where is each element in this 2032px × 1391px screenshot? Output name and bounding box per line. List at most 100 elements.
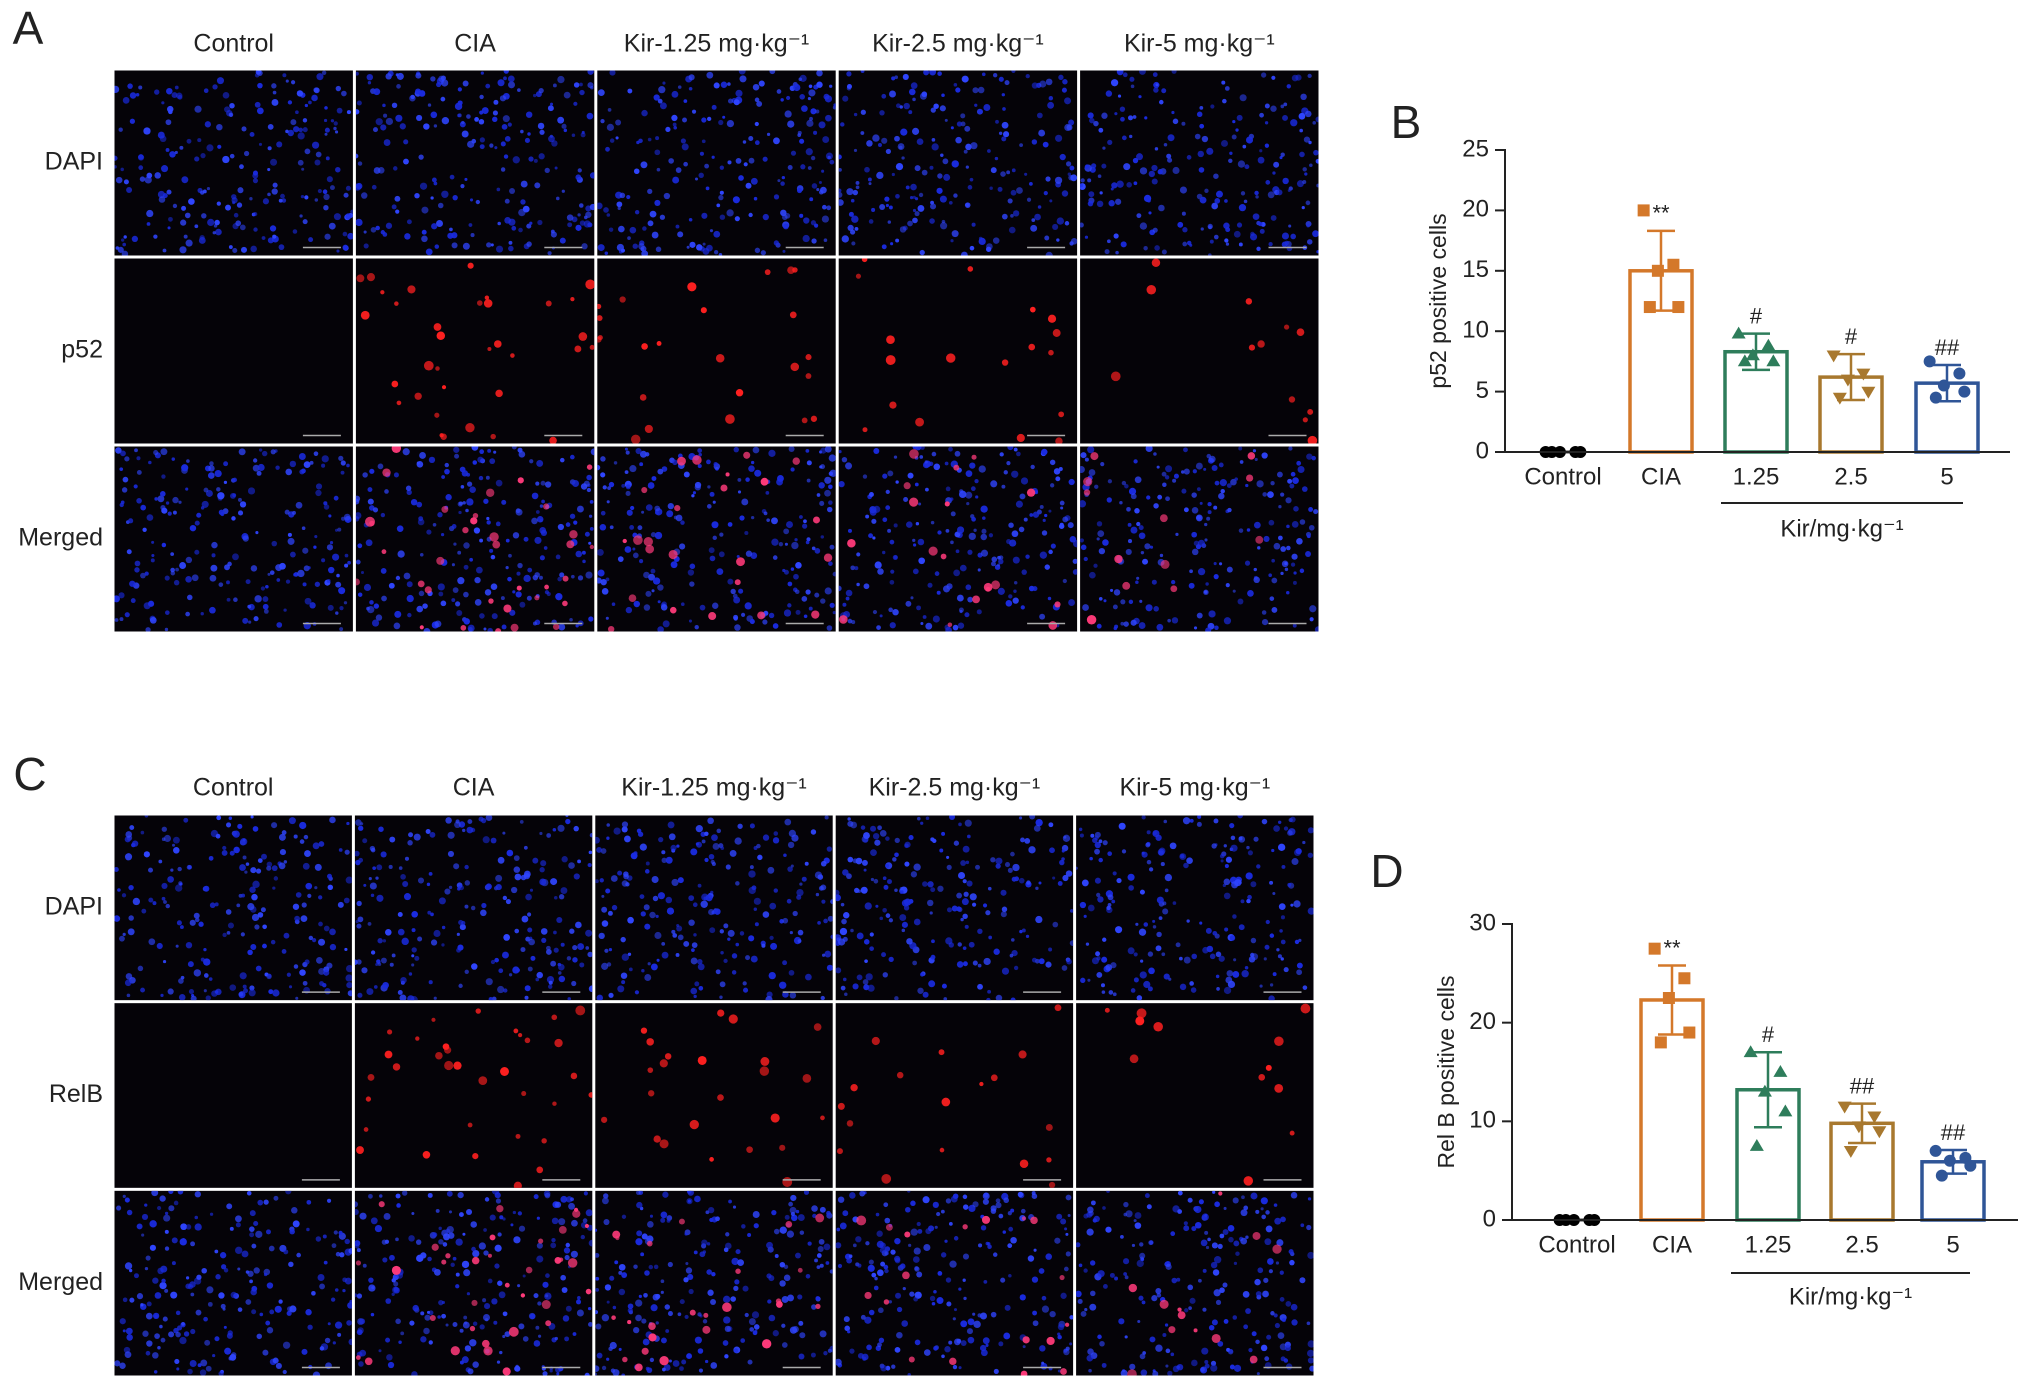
- nucleus: [158, 196, 166, 203]
- nucleus: [1202, 1307, 1207, 1312]
- nucleus: [460, 184, 465, 189]
- nucleus: [650, 963, 658, 971]
- nucleus: [786, 898, 792, 904]
- nucleus: [1144, 543, 1151, 550]
- nucleus: [1243, 1205, 1249, 1211]
- nucleus: [972, 87, 979, 94]
- nucleus: [1131, 1243, 1136, 1248]
- positive-cell: [510, 353, 515, 358]
- nucleus: [1196, 821, 1202, 827]
- nucleus: [1181, 121, 1186, 126]
- nucleus: [411, 1211, 415, 1215]
- nucleus: [323, 1260, 328, 1265]
- nucleus: [899, 105, 903, 109]
- nucleus: [118, 127, 123, 132]
- nucleus: [356, 1248, 361, 1253]
- positive-cell: [670, 606, 677, 614]
- nucleus: [1277, 820, 1282, 824]
- nucleus: [1270, 105, 1277, 112]
- nucleus: [977, 983, 983, 990]
- nucleus: [925, 487, 929, 492]
- nucleus: [272, 234, 277, 239]
- nucleus: [675, 514, 683, 522]
- row-label: Merged: [18, 524, 103, 552]
- nucleus: [1226, 566, 1233, 573]
- micrograph: [114, 1003, 352, 1188]
- nucleus: [1100, 462, 1105, 467]
- nucleus: [437, 202, 444, 209]
- nucleus: [1270, 215, 1277, 221]
- nucleus: [1080, 1311, 1087, 1317]
- nucleus: [376, 864, 383, 871]
- positive-cell: [520, 1293, 526, 1298]
- nucleus: [1191, 1359, 1198, 1367]
- nucleus: [641, 968, 645, 973]
- nucleus: [556, 917, 563, 924]
- nucleus: [365, 539, 373, 547]
- nucleus: [748, 212, 753, 218]
- nucleus: [214, 1336, 220, 1342]
- nucleus: [963, 891, 969, 897]
- nucleus: [908, 1243, 912, 1247]
- nucleus: [324, 233, 331, 240]
- nucleus: [1163, 973, 1170, 980]
- nucleus: [829, 84, 833, 88]
- nucleus: [1094, 848, 1100, 855]
- nucleus: [1118, 1318, 1125, 1325]
- nucleus: [908, 110, 913, 115]
- nucleus: [975, 495, 979, 499]
- nucleus: [479, 94, 484, 100]
- nucleus: [142, 527, 147, 532]
- nucleus: [253, 616, 259, 622]
- nucleus: [1263, 535, 1270, 542]
- nucleus: [829, 159, 835, 165]
- nucleus: [1282, 114, 1288, 121]
- nucleus: [651, 231, 659, 239]
- positive-cell: [541, 1138, 547, 1144]
- nucleus: [1292, 623, 1297, 628]
- nucleus: [1067, 522, 1074, 529]
- nucleus: [462, 1232, 466, 1236]
- nucleus: [502, 1311, 508, 1317]
- nucleus: [1233, 958, 1237, 962]
- nucleus: [733, 99, 740, 106]
- nucleus: [1233, 230, 1241, 238]
- nucleus: [1141, 815, 1146, 820]
- nucleus: [922, 881, 928, 887]
- nucleus: [679, 1299, 685, 1305]
- nucleus: [1279, 156, 1283, 160]
- nucleus: [888, 1300, 893, 1304]
- nucleus: [324, 106, 328, 110]
- nucleus: [1189, 981, 1194, 986]
- nucleus: [643, 1292, 648, 1298]
- nucleus: [657, 98, 663, 104]
- positive-cell: [797, 1267, 803, 1273]
- nucleus: [1306, 453, 1313, 460]
- nucleus: [818, 482, 825, 489]
- nucleus: [330, 1297, 336, 1302]
- nucleus: [884, 196, 890, 202]
- nucleus: [542, 1371, 548, 1376]
- nucleus: [140, 504, 147, 511]
- nucleus: [605, 616, 609, 620]
- nucleus: [790, 567, 795, 571]
- nucleus: [484, 1197, 490, 1202]
- positive-cell: [903, 482, 911, 490]
- nucleus: [447, 850, 455, 858]
- nucleus: [894, 837, 900, 844]
- nucleus: [416, 461, 420, 465]
- nucleus: [1260, 72, 1267, 78]
- nucleus: [579, 220, 586, 226]
- nucleus: [1167, 1370, 1173, 1376]
- nucleus: [500, 141, 506, 147]
- nucleus: [415, 1239, 422, 1245]
- positive-cell: [717, 1094, 724, 1101]
- nucleus: [829, 602, 835, 608]
- nucleus: [368, 1284, 376, 1292]
- nucleus: [929, 218, 935, 224]
- nucleus: [287, 100, 293, 105]
- nucleus: [582, 559, 586, 564]
- nucleus: [642, 226, 647, 231]
- nucleus: [868, 1309, 875, 1316]
- nucleus: [1008, 594, 1013, 599]
